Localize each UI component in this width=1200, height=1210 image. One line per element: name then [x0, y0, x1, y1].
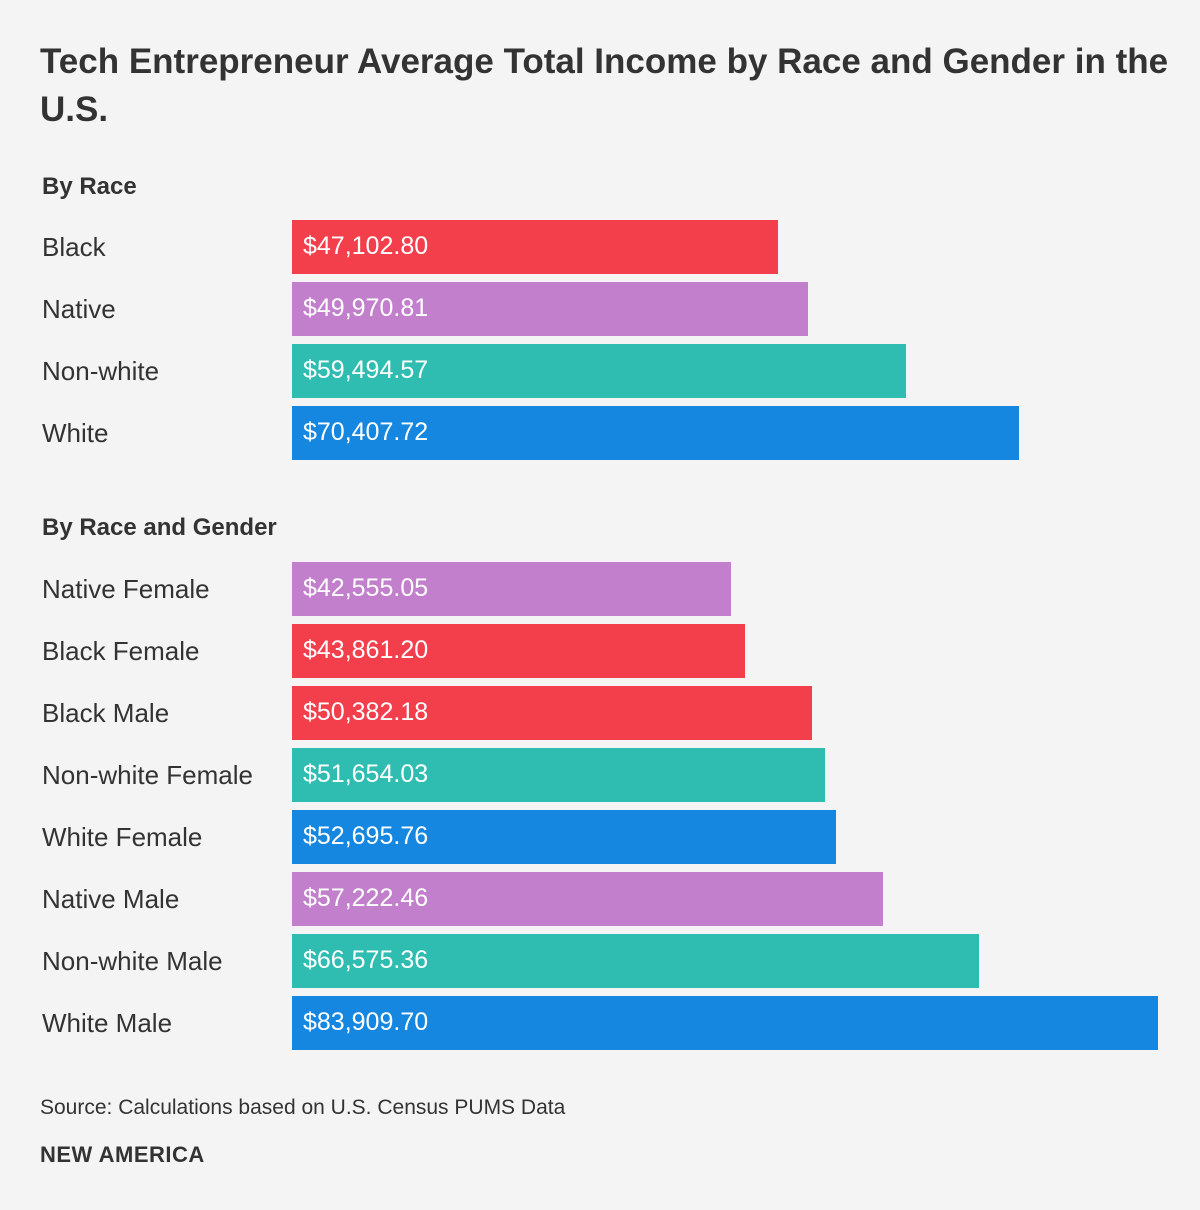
- category-label: Native Male: [42, 884, 180, 914]
- category-label: Native: [42, 294, 116, 324]
- category-label: Non-white Female: [42, 760, 253, 790]
- bar-value-label: $52,695.76: [303, 822, 429, 850]
- brand-logo-text: NEW AMERICA: [40, 1142, 205, 1167]
- category-label: Black Male: [42, 698, 170, 728]
- bar: $70,407.72: [292, 406, 1019, 460]
- bar-row: Non-white $59,494.57: [0, 344, 1200, 398]
- bar: $42,555.05: [292, 562, 731, 616]
- bar-row: Native Female $42,555.05: [0, 562, 1200, 616]
- bar-row: Native Male $57,222.46: [0, 872, 1200, 926]
- bar-row: Non-white Male $66,575.36: [0, 934, 1200, 988]
- bar: $51,654.03: [292, 748, 825, 802]
- bar-row: White Male $83,909.70: [0, 996, 1200, 1050]
- bar: $50,382.18: [292, 686, 812, 740]
- bar: $47,102.80: [292, 220, 778, 274]
- bar-row: Native $49,970.81: [0, 282, 1200, 336]
- bar-value-label: $42,555.05: [303, 574, 429, 602]
- bar-value-label: $66,575.36: [303, 946, 429, 974]
- bar-row: White $70,407.72: [0, 406, 1200, 460]
- bar: $57,222.46: [292, 872, 883, 926]
- bar-value-label: $57,222.46: [303, 884, 429, 912]
- chart-title: Tech Entrepreneur Average Total Income b…: [40, 42, 1169, 129]
- bar-row: Black Female $43,861.20: [0, 624, 1200, 678]
- category-label: Native Female: [42, 574, 210, 604]
- source-note: Source: Calculations based on U.S. Censu…: [40, 1096, 566, 1119]
- category-label: White Female: [42, 822, 203, 852]
- bar-row: White Female $52,695.76: [0, 810, 1200, 864]
- bar-row: Black $47,102.80: [0, 220, 1200, 274]
- bar: $43,861.20: [292, 624, 745, 678]
- bar-value-label: $43,861.20: [303, 636, 429, 664]
- bar: $83,909.70: [292, 996, 1158, 1050]
- category-label: Black: [42, 232, 106, 262]
- category-label: Black Female: [42, 636, 200, 666]
- bar-value-label: $50,382.18: [303, 698, 429, 726]
- bar-value-label: $59,494.57: [303, 356, 429, 384]
- bar-row: Non-white Female $51,654.03: [0, 748, 1200, 802]
- bar: $66,575.36: [292, 934, 979, 988]
- category-label: Non-white: [42, 356, 160, 386]
- section-heading-by-race: By Race: [42, 173, 137, 200]
- section-heading-by-race-and-gender: By Race and Gender: [42, 514, 277, 541]
- bar: $52,695.76: [292, 810, 836, 864]
- bar-value-label: $70,407.72: [303, 418, 429, 446]
- bar: $59,494.57: [292, 344, 906, 398]
- bar: $49,970.81: [292, 282, 808, 336]
- category-label: White Male: [42, 1008, 173, 1038]
- bar-row: Black Male $50,382.18: [0, 686, 1200, 740]
- bar-value-label: $83,909.70: [303, 1008, 429, 1036]
- category-label: Non-white Male: [42, 946, 223, 976]
- bar-value-label: $49,970.81: [303, 294, 429, 322]
- category-label: White: [42, 418, 109, 448]
- bar-value-label: $47,102.80: [303, 232, 429, 260]
- bar-value-label: $51,654.03: [303, 760, 429, 788]
